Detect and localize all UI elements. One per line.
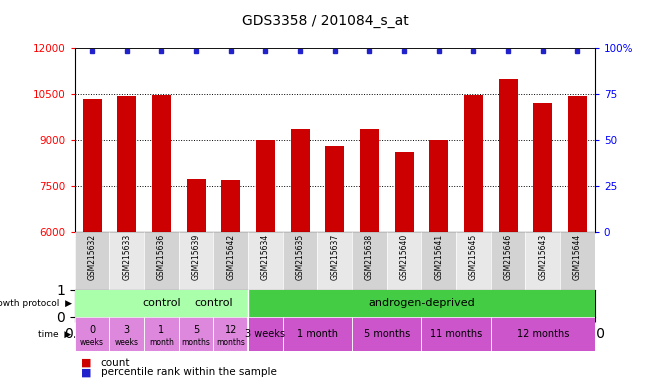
Text: percentile rank within the sample: percentile rank within the sample: [101, 367, 277, 377]
Bar: [179, 232, 213, 290]
Bar: [187, 179, 205, 232]
Bar: [568, 96, 587, 232]
Bar: [421, 232, 456, 290]
Text: GSM215638: GSM215638: [365, 234, 374, 280]
Text: GSM215641: GSM215641: [434, 234, 443, 280]
Text: GDS3358 / 201084_s_at: GDS3358 / 201084_s_at: [242, 14, 408, 28]
Text: 3 weeks: 3 weeks: [246, 329, 285, 339]
Text: GSM215636: GSM215636: [157, 234, 166, 280]
Bar: [421, 317, 491, 351]
Bar: [525, 232, 560, 290]
Text: GSM215643: GSM215643: [538, 234, 547, 280]
Text: month: month: [149, 338, 174, 347]
Text: count: count: [101, 358, 130, 368]
Text: 5 months: 5 months: [363, 329, 410, 339]
Text: androgen-deprived: androgen-deprived: [368, 298, 474, 308]
Bar: [256, 140, 275, 232]
Bar: [560, 232, 595, 290]
Bar: [456, 232, 491, 290]
Text: GSM215632: GSM215632: [88, 234, 97, 280]
Text: ■: ■: [81, 367, 92, 377]
Text: GSM215642: GSM215642: [226, 234, 235, 280]
Text: 12 months: 12 months: [517, 329, 569, 339]
Text: months: months: [181, 338, 211, 347]
Text: control: control: [194, 298, 233, 308]
Bar: [109, 317, 144, 351]
Text: 5: 5: [193, 325, 199, 335]
Bar: [283, 317, 352, 351]
Bar: [499, 79, 517, 232]
Bar: [248, 290, 595, 317]
Bar: [248, 232, 283, 290]
Text: 1: 1: [159, 325, 164, 335]
Bar: [352, 232, 387, 290]
Bar: [491, 317, 595, 351]
Bar: [533, 103, 552, 232]
Text: GSM215634: GSM215634: [261, 234, 270, 280]
Bar: [395, 152, 413, 232]
Bar: [387, 232, 421, 290]
Text: GSM215635: GSM215635: [296, 234, 305, 280]
Bar: [117, 96, 136, 232]
Text: growth protocol  ▶: growth protocol ▶: [0, 299, 72, 308]
Bar: [325, 146, 344, 232]
Bar: [491, 232, 525, 290]
Text: weeks: weeks: [115, 338, 138, 347]
Bar: [179, 317, 213, 351]
Bar: [283, 232, 317, 290]
Text: 1 month: 1 month: [297, 329, 338, 339]
Bar: [291, 129, 309, 232]
Bar: [352, 317, 421, 351]
Text: ■: ■: [81, 358, 92, 368]
Bar: [83, 99, 101, 232]
Bar: [429, 140, 448, 232]
Text: GSM215639: GSM215639: [192, 234, 201, 280]
Bar: [75, 290, 248, 317]
Bar: [248, 317, 283, 351]
Bar: [317, 232, 352, 290]
Bar: [152, 95, 171, 232]
Bar: [360, 129, 379, 232]
Text: GSM215645: GSM215645: [469, 234, 478, 280]
Text: months: months: [216, 338, 245, 347]
Text: weeks: weeks: [80, 338, 104, 347]
Text: GSM215637: GSM215637: [330, 234, 339, 280]
Text: control: control: [142, 298, 181, 308]
Bar: [75, 317, 109, 351]
Text: 3: 3: [124, 325, 130, 335]
Bar: [109, 232, 144, 290]
Bar: [221, 180, 240, 232]
Bar: [75, 232, 109, 290]
Bar: [144, 232, 179, 290]
Text: 11 months: 11 months: [430, 329, 482, 339]
Bar: [213, 232, 248, 290]
Bar: [213, 317, 248, 351]
Text: GSM215633: GSM215633: [122, 234, 131, 280]
Text: GSM215646: GSM215646: [504, 234, 513, 280]
Text: GSM215644: GSM215644: [573, 234, 582, 280]
Text: time  ▶: time ▶: [38, 329, 72, 339]
Text: 12: 12: [224, 325, 237, 335]
Text: GSM215640: GSM215640: [400, 234, 409, 280]
Bar: [464, 95, 483, 232]
Bar: [144, 317, 179, 351]
Text: 0: 0: [89, 325, 95, 335]
